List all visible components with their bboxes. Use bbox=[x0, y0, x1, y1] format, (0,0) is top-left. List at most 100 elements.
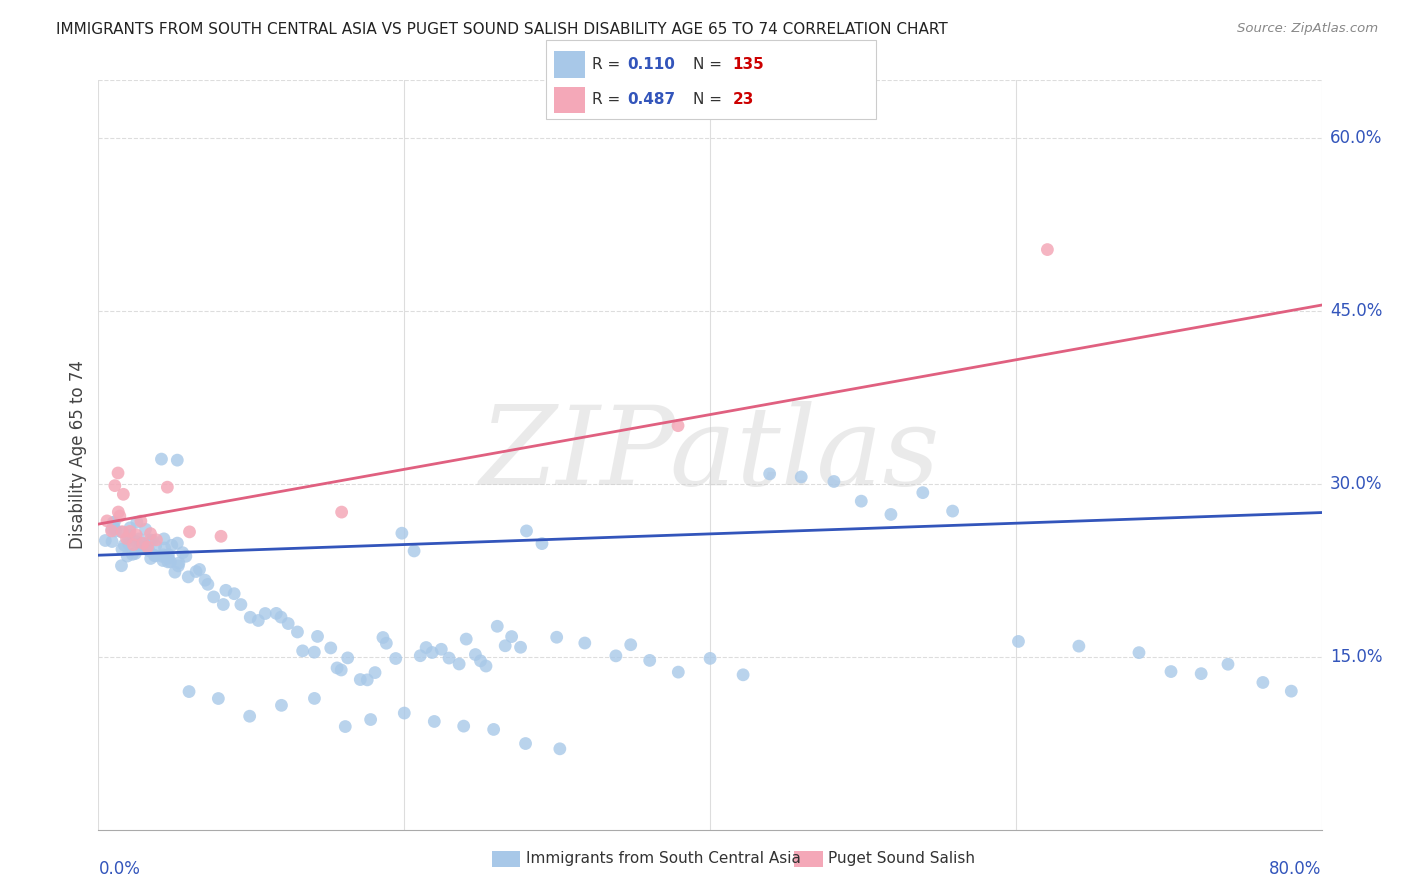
Point bbox=[638, 653, 661, 667]
Text: N =: N = bbox=[693, 57, 727, 71]
Point bbox=[437, 651, 460, 665]
Point bbox=[247, 614, 270, 628]
Point bbox=[319, 640, 342, 655]
Point bbox=[145, 533, 167, 547]
Point bbox=[167, 558, 190, 573]
Point bbox=[141, 533, 163, 548]
Text: 80.0%: 80.0% bbox=[1270, 860, 1322, 878]
Point bbox=[145, 539, 167, 553]
Point bbox=[546, 630, 568, 644]
Point bbox=[224, 587, 246, 601]
Point bbox=[270, 698, 292, 713]
Text: 0.0%: 0.0% bbox=[98, 860, 141, 878]
Point bbox=[335, 720, 357, 734]
Point bbox=[153, 541, 176, 555]
Point bbox=[330, 663, 353, 677]
Point bbox=[172, 546, 194, 560]
Point bbox=[384, 651, 406, 665]
Point bbox=[132, 541, 155, 556]
Point bbox=[202, 590, 225, 604]
Point bbox=[107, 505, 129, 519]
Text: 30.0%: 30.0% bbox=[1330, 475, 1382, 492]
Point bbox=[104, 478, 127, 492]
Point bbox=[118, 537, 141, 551]
Point bbox=[666, 665, 689, 679]
Point bbox=[101, 534, 124, 549]
Point bbox=[136, 540, 159, 554]
Point bbox=[733, 668, 755, 682]
Point bbox=[188, 562, 211, 576]
Point bbox=[122, 538, 145, 552]
Point bbox=[121, 547, 143, 561]
Text: Immigrants from South Central Asia: Immigrants from South Central Asia bbox=[526, 852, 801, 866]
Point bbox=[101, 522, 124, 536]
Point bbox=[160, 538, 183, 552]
Point bbox=[1007, 634, 1029, 648]
Point bbox=[239, 709, 262, 723]
Point bbox=[136, 542, 159, 557]
Point bbox=[107, 466, 129, 480]
Point bbox=[153, 532, 176, 546]
Point bbox=[453, 719, 475, 733]
Point bbox=[1160, 665, 1182, 679]
Text: 0.110: 0.110 bbox=[627, 57, 675, 71]
Point bbox=[574, 636, 596, 650]
Point bbox=[117, 531, 139, 545]
Text: 23: 23 bbox=[733, 93, 754, 107]
Point bbox=[304, 645, 326, 659]
Text: 60.0%: 60.0% bbox=[1330, 129, 1382, 147]
Point bbox=[101, 516, 124, 530]
Point bbox=[112, 538, 135, 552]
Text: ZIPatlas: ZIPatlas bbox=[479, 401, 941, 508]
Point bbox=[129, 539, 152, 553]
Point bbox=[152, 553, 174, 567]
Point bbox=[823, 475, 845, 489]
Point bbox=[94, 533, 117, 548]
Point bbox=[112, 487, 135, 501]
Text: R =: R = bbox=[592, 93, 626, 107]
Point bbox=[139, 526, 162, 541]
Point bbox=[104, 522, 127, 536]
Point bbox=[111, 525, 134, 540]
Point bbox=[110, 558, 132, 573]
Point bbox=[415, 640, 437, 655]
Point bbox=[304, 691, 326, 706]
Point bbox=[515, 524, 537, 538]
Point bbox=[115, 549, 138, 563]
Point bbox=[330, 505, 353, 519]
Point bbox=[356, 673, 378, 687]
Point bbox=[509, 640, 531, 655]
Point bbox=[157, 551, 180, 566]
Point bbox=[494, 639, 516, 653]
Point bbox=[758, 467, 780, 481]
Point bbox=[177, 570, 200, 584]
Point bbox=[177, 684, 200, 698]
Point bbox=[139, 551, 162, 566]
Point bbox=[336, 651, 359, 665]
Point bbox=[150, 452, 173, 467]
Y-axis label: Disability Age 65 to 74: Disability Age 65 to 74 bbox=[69, 360, 87, 549]
Point bbox=[515, 737, 537, 751]
Point bbox=[1036, 243, 1059, 257]
Point bbox=[156, 480, 179, 494]
Point bbox=[212, 598, 235, 612]
Point bbox=[135, 522, 157, 536]
Point bbox=[184, 565, 207, 579]
Point bbox=[103, 515, 125, 529]
Text: 0.487: 0.487 bbox=[627, 93, 675, 107]
Point bbox=[132, 536, 155, 550]
Point bbox=[254, 607, 277, 621]
Text: IMMIGRANTS FROM SOUTH CENTRAL ASIA VS PUGET SOUND SALISH DISABILITY AGE 65 TO 74: IMMIGRANTS FROM SOUTH CENTRAL ASIA VS PU… bbox=[56, 22, 948, 37]
Point bbox=[163, 565, 186, 579]
Text: 135: 135 bbox=[733, 57, 765, 71]
Point bbox=[349, 673, 371, 687]
Text: Puget Sound Salish: Puget Sound Salish bbox=[828, 852, 976, 866]
Point bbox=[131, 536, 153, 550]
Text: Source: ZipAtlas.com: Source: ZipAtlas.com bbox=[1237, 22, 1378, 36]
Point bbox=[104, 524, 127, 538]
Point bbox=[174, 549, 197, 564]
Point bbox=[152, 548, 174, 562]
Point bbox=[125, 515, 148, 529]
Point bbox=[423, 714, 446, 729]
Point bbox=[1216, 657, 1239, 672]
